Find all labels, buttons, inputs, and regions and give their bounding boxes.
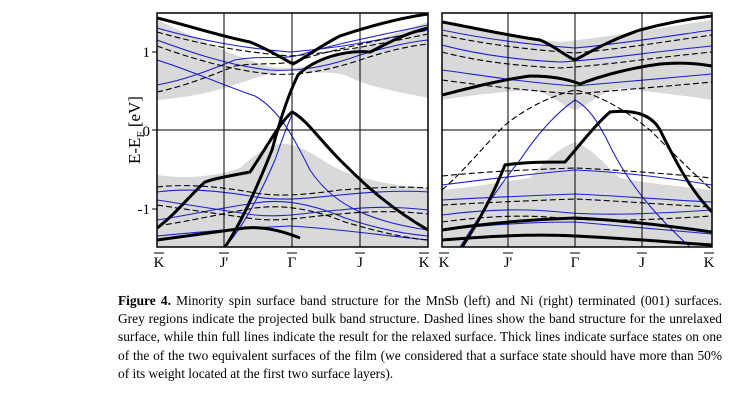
left-xlabel-K-start: K (154, 255, 165, 271)
unrelaxed-bands-left (157, 29, 428, 241)
figure-4: E-EF [eV] 1 0 -1 (125, 12, 715, 271)
right-xlabel-K-start: K (439, 255, 450, 271)
caption-label: Figure 4. (118, 293, 171, 308)
figure-caption: Figure 4. Minority spin surface band str… (118, 292, 722, 383)
left-xlabel-J: J (357, 255, 363, 271)
panel-right: K J' Γ J K (439, 12, 715, 271)
left-xlabel-K-end: K (419, 255, 430, 271)
ytick-label-0: 0 (143, 124, 151, 140)
ytick-label-minus1: -1 (138, 202, 151, 218)
right-xlabel-J-prime: J' (504, 255, 513, 271)
relaxed-bands-right (442, 29, 712, 247)
left-xlabel-J-prime: J' (220, 255, 229, 271)
left-xlabel-Gamma: Γ (288, 255, 297, 271)
right-xlabel-J: J (639, 255, 645, 271)
right-xlabel-K-end: K (704, 255, 715, 271)
panel-left: K J' Γ J K (152, 12, 430, 271)
caption-text: Minority spin surface band structure for… (118, 293, 723, 381)
ytick-label-1: 1 (143, 45, 151, 61)
surface-states-left (157, 13, 428, 247)
right-xlabel-Gamma: Γ (571, 255, 580, 271)
y-axis-label: E-EF [eV] (125, 96, 147, 164)
